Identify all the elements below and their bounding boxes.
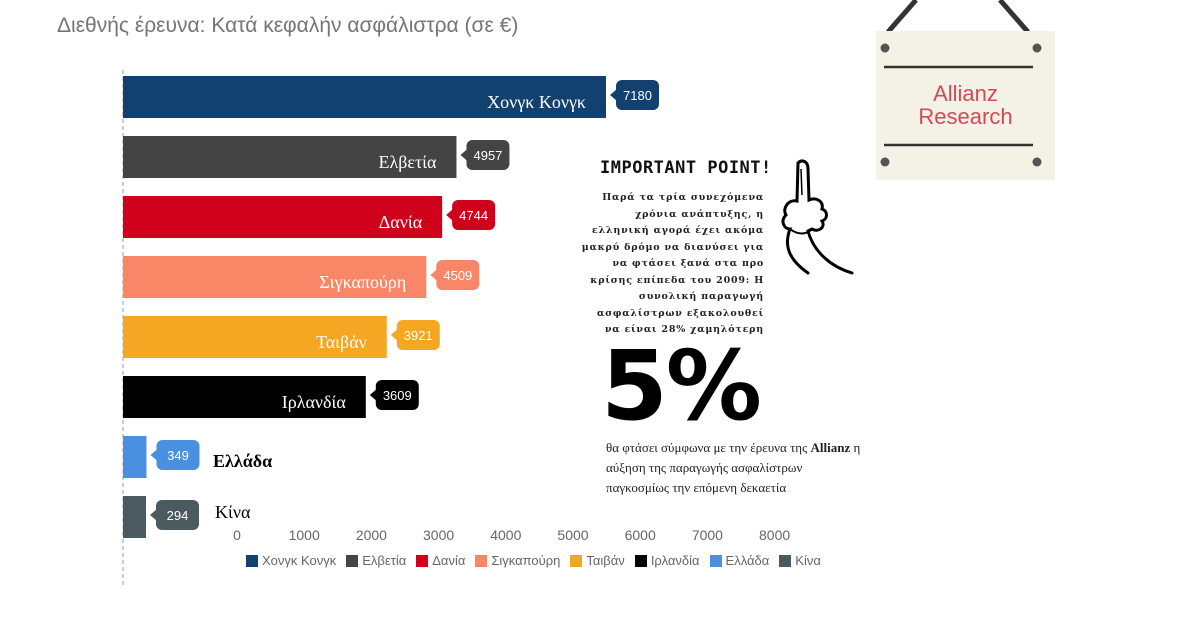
x-tick-label: 4000 — [490, 527, 521, 543]
bar-category-label: Χονγκ Κονγκ — [487, 92, 586, 112]
highlight-value: 5% — [601, 330, 762, 442]
x-tick-label: 7000 — [692, 527, 723, 543]
x-tick-label: 5000 — [557, 527, 588, 543]
value-badge-pointer — [430, 269, 438, 281]
sign-line-2: Research — [918, 104, 1013, 129]
pointing-finger-icon — [781, 159, 854, 275]
bar-category-label: Δανία — [379, 212, 423, 232]
bar-value-label: 4509 — [443, 268, 472, 283]
legend-item: Χονγκ Κονγκ — [246, 553, 336, 568]
value-badge-pointer — [610, 89, 617, 101]
value-badge — [452, 200, 496, 230]
legend-item: Ελβετία — [346, 553, 406, 568]
highlight-text-after: η αύξηση της παραγωγής ασφαλίστρων παγκο… — [606, 440, 861, 495]
value-badge-pointer — [150, 449, 158, 461]
legend-item: Ιρλανδία — [634, 553, 700, 568]
highlight-text: θα φτάσει σύμφωνα με την έρευνα της Alli… — [606, 438, 861, 498]
x-tick-label: 6000 — [625, 527, 656, 543]
bar-value-label: 3609 — [383, 388, 412, 403]
bar — [123, 436, 147, 478]
x-tick-label: 1000 — [289, 527, 320, 543]
value-badge — [616, 80, 659, 110]
value-badge — [375, 380, 419, 410]
bar-value-label: 349 — [167, 448, 189, 463]
value-badge — [396, 320, 440, 350]
legend-item: Σιγκαπούρη — [475, 553, 560, 568]
bar — [123, 76, 606, 118]
value-badge-pointer — [446, 209, 454, 221]
legend-label: Ταιβάν — [586, 553, 625, 568]
bar-value-label: 7180 — [623, 88, 652, 103]
legend-label: Ελλάδα — [725, 553, 770, 568]
chart-legend: Χονγκ Κονγκ Ελβετία Δανία Σιγκαπούρη Ταιβάν Ι… — [246, 553, 821, 568]
bar-category-label: Ελβετία — [379, 152, 438, 172]
legend-swatch — [475, 554, 488, 567]
value-badge — [436, 260, 480, 290]
legend-label: Χονγκ Κονγκ — [262, 553, 337, 568]
legend-label: Ιρλανδία — [650, 553, 700, 568]
legend-label: Σιγκαπούρη — [491, 553, 561, 568]
value-badge-pointer — [369, 389, 377, 401]
legend-swatch — [779, 554, 792, 567]
legend-swatch — [246, 554, 258, 567]
legend-label: Ελβετία — [362, 553, 407, 568]
x-tick-label: 2000 — [356, 527, 387, 543]
x-tick-label: 3000 — [423, 527, 454, 543]
bar-category-label: Κίνα — [215, 502, 251, 522]
bar-category-label: Ιρλανδία — [282, 392, 347, 412]
bar-value-label: 3921 — [404, 328, 433, 343]
bar-value-label: 4744 — [459, 208, 488, 223]
x-tick-label: 0 — [233, 527, 241, 543]
bar-category-label: Σιγκαπούρη — [319, 272, 406, 292]
legend-label: Δανία — [432, 553, 466, 568]
legend-label: Κίνα — [795, 553, 821, 568]
legend-item: Ελλάδα — [709, 553, 770, 568]
bar-category-label: Ταιβάν — [316, 332, 367, 352]
legend-swatch — [634, 554, 647, 567]
sign-line-1: Allianz — [933, 81, 998, 106]
legend-swatch — [709, 554, 722, 567]
legend-swatch — [570, 554, 583, 567]
bar — [123, 316, 387, 358]
highlight-text-before: θα φτάσει σύμφωνα με την έρευνα της — [606, 440, 811, 455]
bar-category-label: Ελλάδα — [213, 451, 272, 471]
x-tick-label: 8000 — [759, 527, 790, 543]
chart-title: Διεθνής έρευνα: Κατά κεφαλήν ασφάλιστρα … — [57, 14, 519, 37]
bar — [123, 196, 443, 238]
bar — [123, 376, 366, 418]
note-title: IMPORTANT POINT! — [600, 158, 772, 178]
value-badge — [156, 500, 199, 530]
highlight-brand: Allianz — [810, 440, 851, 455]
legend-swatch — [346, 554, 359, 567]
sign-text: Allianz Research — [876, 82, 1055, 128]
value-badge-pointer — [390, 329, 398, 341]
value-badge-pointer — [460, 149, 468, 161]
bar-value-label: 4957 — [473, 148, 502, 163]
hanging-sign-icon — [886, 0, 1030, 34]
bar — [123, 136, 457, 178]
legend-item: Ταιβάν — [570, 553, 625, 568]
legend-item: Δανία — [416, 553, 465, 568]
bar — [123, 256, 427, 298]
bar — [123, 496, 146, 538]
value-badge-pointer — [150, 509, 157, 521]
legend-item: Κίνα — [779, 553, 821, 568]
value-badge — [156, 440, 200, 470]
legend-swatch — [416, 554, 429, 567]
sign-board — [876, 31, 1055, 180]
value-badge — [466, 140, 510, 170]
note-body: Παρά τα τρία συνεχόμενα χρόνια ανάπτυξης… — [581, 192, 764, 335]
bar-value-label: 294 — [167, 508, 189, 523]
